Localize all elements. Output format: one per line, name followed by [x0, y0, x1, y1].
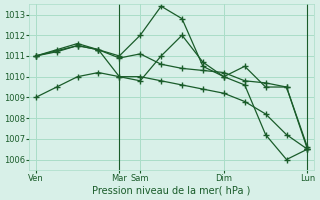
X-axis label: Pression niveau de la mer( hPa ): Pression niveau de la mer( hPa )	[92, 186, 251, 196]
